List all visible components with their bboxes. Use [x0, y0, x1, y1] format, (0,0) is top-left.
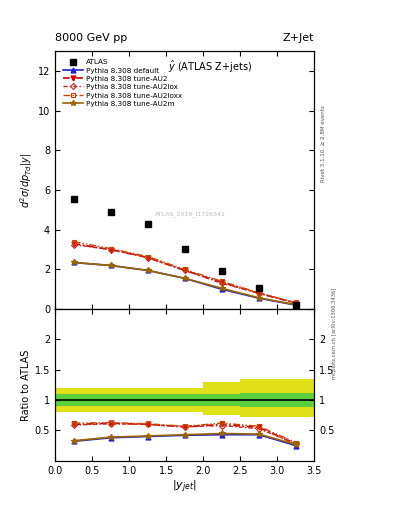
Pythia 8.308 tune-AU2	[219, 279, 224, 285]
Pythia 8.308 tune-AU2lox	[182, 267, 187, 273]
Text: 8000 GeV pp: 8000 GeV pp	[55, 33, 127, 44]
ATLAS	[219, 268, 224, 274]
ATLAS	[108, 209, 113, 215]
Pythia 8.308 tune-AU2loxx	[145, 253, 150, 260]
Pythia 8.308 tune-AU2lox	[145, 254, 150, 261]
Pythia 8.308 default	[145, 267, 150, 273]
Pythia 8.308 tune-AU2loxx	[108, 246, 113, 252]
Pythia 8.308 tune-AU2lox	[219, 280, 224, 286]
Pythia 8.308 default	[71, 260, 76, 266]
Pythia 8.308 tune-AU2m	[219, 285, 224, 291]
Pythia 8.308 tune-AU2lox	[108, 246, 113, 252]
Line: Pythia 8.308 default: Pythia 8.308 default	[71, 260, 298, 308]
Pythia 8.308 tune-AU2m	[71, 260, 76, 266]
Pythia 8.308 tune-AU2loxx	[257, 290, 261, 296]
Line: Pythia 8.308 tune-AU2lox: Pythia 8.308 tune-AU2lox	[72, 243, 298, 305]
Pythia 8.308 tune-AU2lox	[71, 242, 76, 248]
Pythia 8.308 default	[294, 302, 298, 308]
Text: mcplots.cern.ch [arXiv:1306.3436]: mcplots.cern.ch [arXiv:1306.3436]	[332, 287, 337, 378]
Line: Pythia 8.308 tune-AU2m: Pythia 8.308 tune-AU2m	[71, 260, 299, 308]
Pythia 8.308 default	[182, 275, 187, 282]
Text: ATLAS_2019_I1726341: ATLAS_2019_I1726341	[154, 211, 225, 217]
Pythia 8.308 default	[108, 262, 113, 268]
Pythia 8.308 tune-AU2loxx	[219, 278, 224, 284]
Pythia 8.308 tune-AU2loxx	[294, 300, 298, 306]
Pythia 8.308 tune-AU2	[294, 300, 298, 306]
Pythia 8.308 tune-AU2lox	[257, 290, 261, 296]
Pythia 8.308 tune-AU2	[108, 246, 113, 252]
Y-axis label: $d^2\sigma/dp_{Td}|y|$: $d^2\sigma/dp_{Td}|y|$	[18, 153, 34, 208]
ATLAS	[257, 285, 261, 291]
Pythia 8.308 tune-AU2loxx	[182, 266, 187, 272]
Pythia 8.308 tune-AU2m	[145, 267, 150, 273]
Text: $\hat{y}$ (ATLAS Z+jets): $\hat{y}$ (ATLAS Z+jets)	[169, 59, 253, 75]
Pythia 8.308 default	[219, 286, 224, 292]
X-axis label: $|y_{jet}|$: $|y_{jet}|$	[172, 478, 197, 495]
Line: Pythia 8.308 tune-AU2: Pythia 8.308 tune-AU2	[71, 241, 298, 306]
ATLAS	[182, 246, 187, 252]
Pythia 8.308 tune-AU2	[145, 254, 150, 261]
Pythia 8.308 tune-AU2m	[294, 302, 298, 308]
Text: Z+Jet: Z+Jet	[283, 33, 314, 44]
Pythia 8.308 tune-AU2	[257, 290, 261, 296]
Pythia 8.308 tune-AU2	[182, 267, 187, 273]
Pythia 8.308 tune-AU2lox	[294, 300, 298, 306]
Text: Rivet 3.1.10, ≥ 2.8M events: Rivet 3.1.10, ≥ 2.8M events	[320, 105, 325, 182]
Legend: ATLAS, Pythia 8.308 default, Pythia 8.308 tune-AU2, Pythia 8.308 tune-AU2lox, Py: ATLAS, Pythia 8.308 default, Pythia 8.30…	[61, 57, 184, 108]
Pythia 8.308 tune-AU2	[71, 241, 76, 247]
ATLAS	[71, 196, 76, 202]
ATLAS	[145, 221, 150, 227]
Pythia 8.308 tune-AU2loxx	[71, 239, 76, 245]
Y-axis label: Ratio to ATLAS: Ratio to ATLAS	[20, 349, 31, 421]
Pythia 8.308 default	[257, 295, 261, 301]
Pythia 8.308 tune-AU2m	[257, 295, 261, 301]
ATLAS	[294, 302, 298, 308]
Pythia 8.308 tune-AU2m	[108, 262, 113, 268]
Line: ATLAS: ATLAS	[70, 196, 299, 309]
Pythia 8.308 tune-AU2m	[182, 275, 187, 282]
Line: Pythia 8.308 tune-AU2loxx: Pythia 8.308 tune-AU2loxx	[72, 240, 298, 305]
